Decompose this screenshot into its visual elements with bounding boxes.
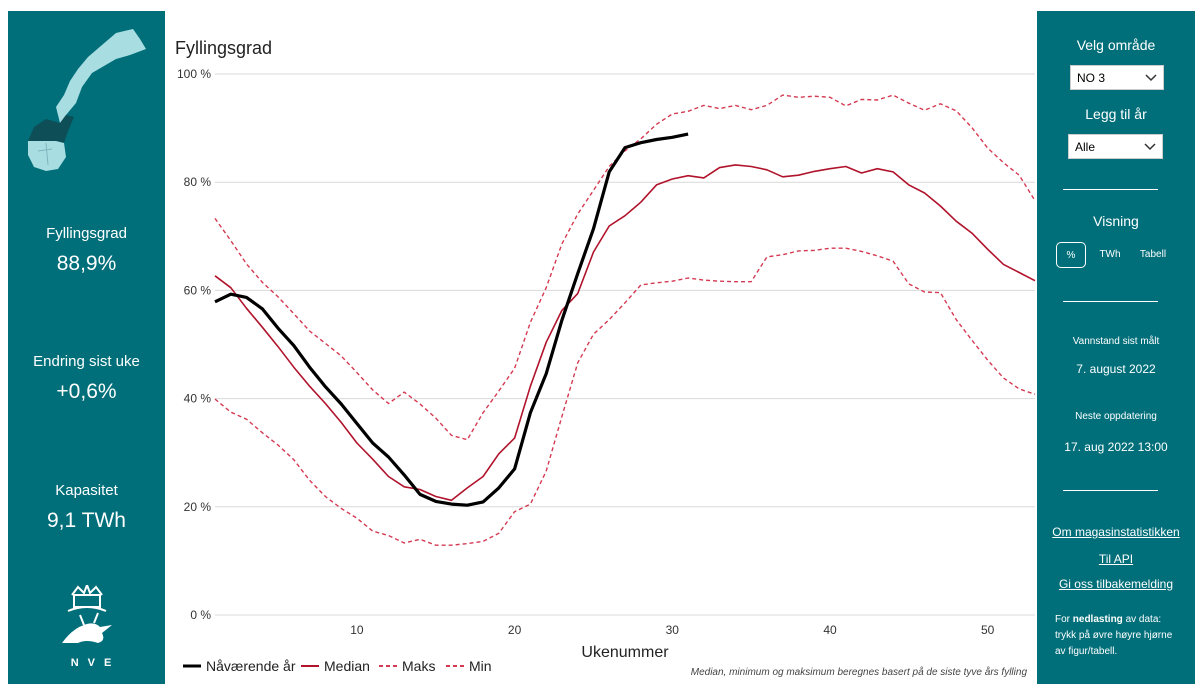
next-update-value: 17. aug 2022 13:00 xyxy=(1064,440,1168,454)
x-tick-label: 40 xyxy=(823,623,837,637)
year-title: Legg til år xyxy=(1085,106,1147,122)
year-select[interactable]: Alle xyxy=(1068,134,1163,159)
download-note-post: av data: trykk på øvre høyre hjørne av f… xyxy=(1055,614,1173,657)
y-tick-label: 20 % xyxy=(184,500,212,514)
view-percent-button[interactable]: % xyxy=(1056,242,1086,268)
x-tick-label: 10 xyxy=(350,623,364,637)
divider xyxy=(1063,490,1158,491)
y-tick-label: 0 % xyxy=(190,608,211,622)
right-panel: Velg område NO 3 Legg til år Alle Visnin… xyxy=(1037,11,1195,684)
endring-label: Endring sist uke xyxy=(33,353,140,370)
nve-logo-text: NVE xyxy=(70,657,121,669)
legend-label: Min xyxy=(469,658,492,674)
y-tick-label: 60 % xyxy=(184,283,212,297)
chart-title: Fyllingsgrad xyxy=(175,38,273,58)
area-select[interactable]: NO 3 xyxy=(1070,65,1164,90)
y-tick-label: 80 % xyxy=(184,175,212,189)
series-line-min xyxy=(214,247,1036,546)
legend-label: Maks xyxy=(402,658,435,674)
year-select-value: Alle xyxy=(1075,140,1096,154)
api-link[interactable]: Til API xyxy=(1098,552,1134,566)
divider xyxy=(1063,301,1158,302)
chart-footnote: Median, minimum og maksimum beregnes bas… xyxy=(691,666,1028,678)
fyllingsgrad-chart[interactable]: 0 % 20 % 40 % 60 % 80 % 100 % 10 20 30 40 50 Ukenum… xyxy=(165,55,1037,685)
chevron-down-icon xyxy=(1144,143,1156,151)
left-panel: Fyllingsgrad 88,9% Endring sist uke +0,6… xyxy=(8,11,165,684)
series-line-maks xyxy=(214,94,1036,441)
view-twh-button[interactable]: TWh xyxy=(1099,249,1121,260)
chevron-down-icon xyxy=(1145,74,1157,82)
series-line-median xyxy=(214,164,1036,502)
nve-crest-icon xyxy=(62,585,112,643)
measured-value: 7. august 2022 xyxy=(1076,362,1156,376)
kapasitet-value: 9,1 TWh xyxy=(47,509,126,532)
area-title: Velg område xyxy=(1076,37,1156,53)
about-link[interactable]: Om magasinstatistikken xyxy=(1052,525,1180,539)
legend-label: Median xyxy=(324,658,370,674)
y-tick-label: 40 % xyxy=(184,392,212,406)
area-select-value: NO 3 xyxy=(1077,71,1106,85)
view-title: Visning xyxy=(1093,213,1139,229)
fyllingsgrad-value: 88,9% xyxy=(56,252,117,275)
x-tick-label: 30 xyxy=(666,623,680,637)
divider xyxy=(1063,189,1158,190)
x-tick-label: 20 xyxy=(508,623,522,637)
x-axis-label: Ukenummer xyxy=(581,644,669,661)
download-note-bold: nedlasting xyxy=(1072,614,1123,625)
download-note: For nedlasting av data: trykk på øvre hø… xyxy=(1055,612,1183,660)
y-tick-label: 100 % xyxy=(177,67,211,81)
endring-value: +0,6% xyxy=(56,380,117,403)
norway-map-icon[interactable] xyxy=(8,11,165,191)
x-tick-label: 50 xyxy=(981,623,995,637)
download-note-pre: For xyxy=(1055,614,1073,625)
kapasitet-label: Kapasitet xyxy=(55,482,118,499)
view-tabell-button[interactable]: Tabell xyxy=(1139,249,1167,260)
series-line-n-v-rende-r xyxy=(214,132,689,507)
measured-label: Vannstand sist målt xyxy=(1072,336,1160,347)
feedback-link[interactable]: Gi oss tilbakemelding xyxy=(1058,577,1174,591)
legend-label: Nåværende år xyxy=(206,658,296,674)
next-update-label: Neste oppdatering xyxy=(1075,411,1157,422)
fyllingsgrad-label: Fyllingsgrad xyxy=(46,225,127,242)
